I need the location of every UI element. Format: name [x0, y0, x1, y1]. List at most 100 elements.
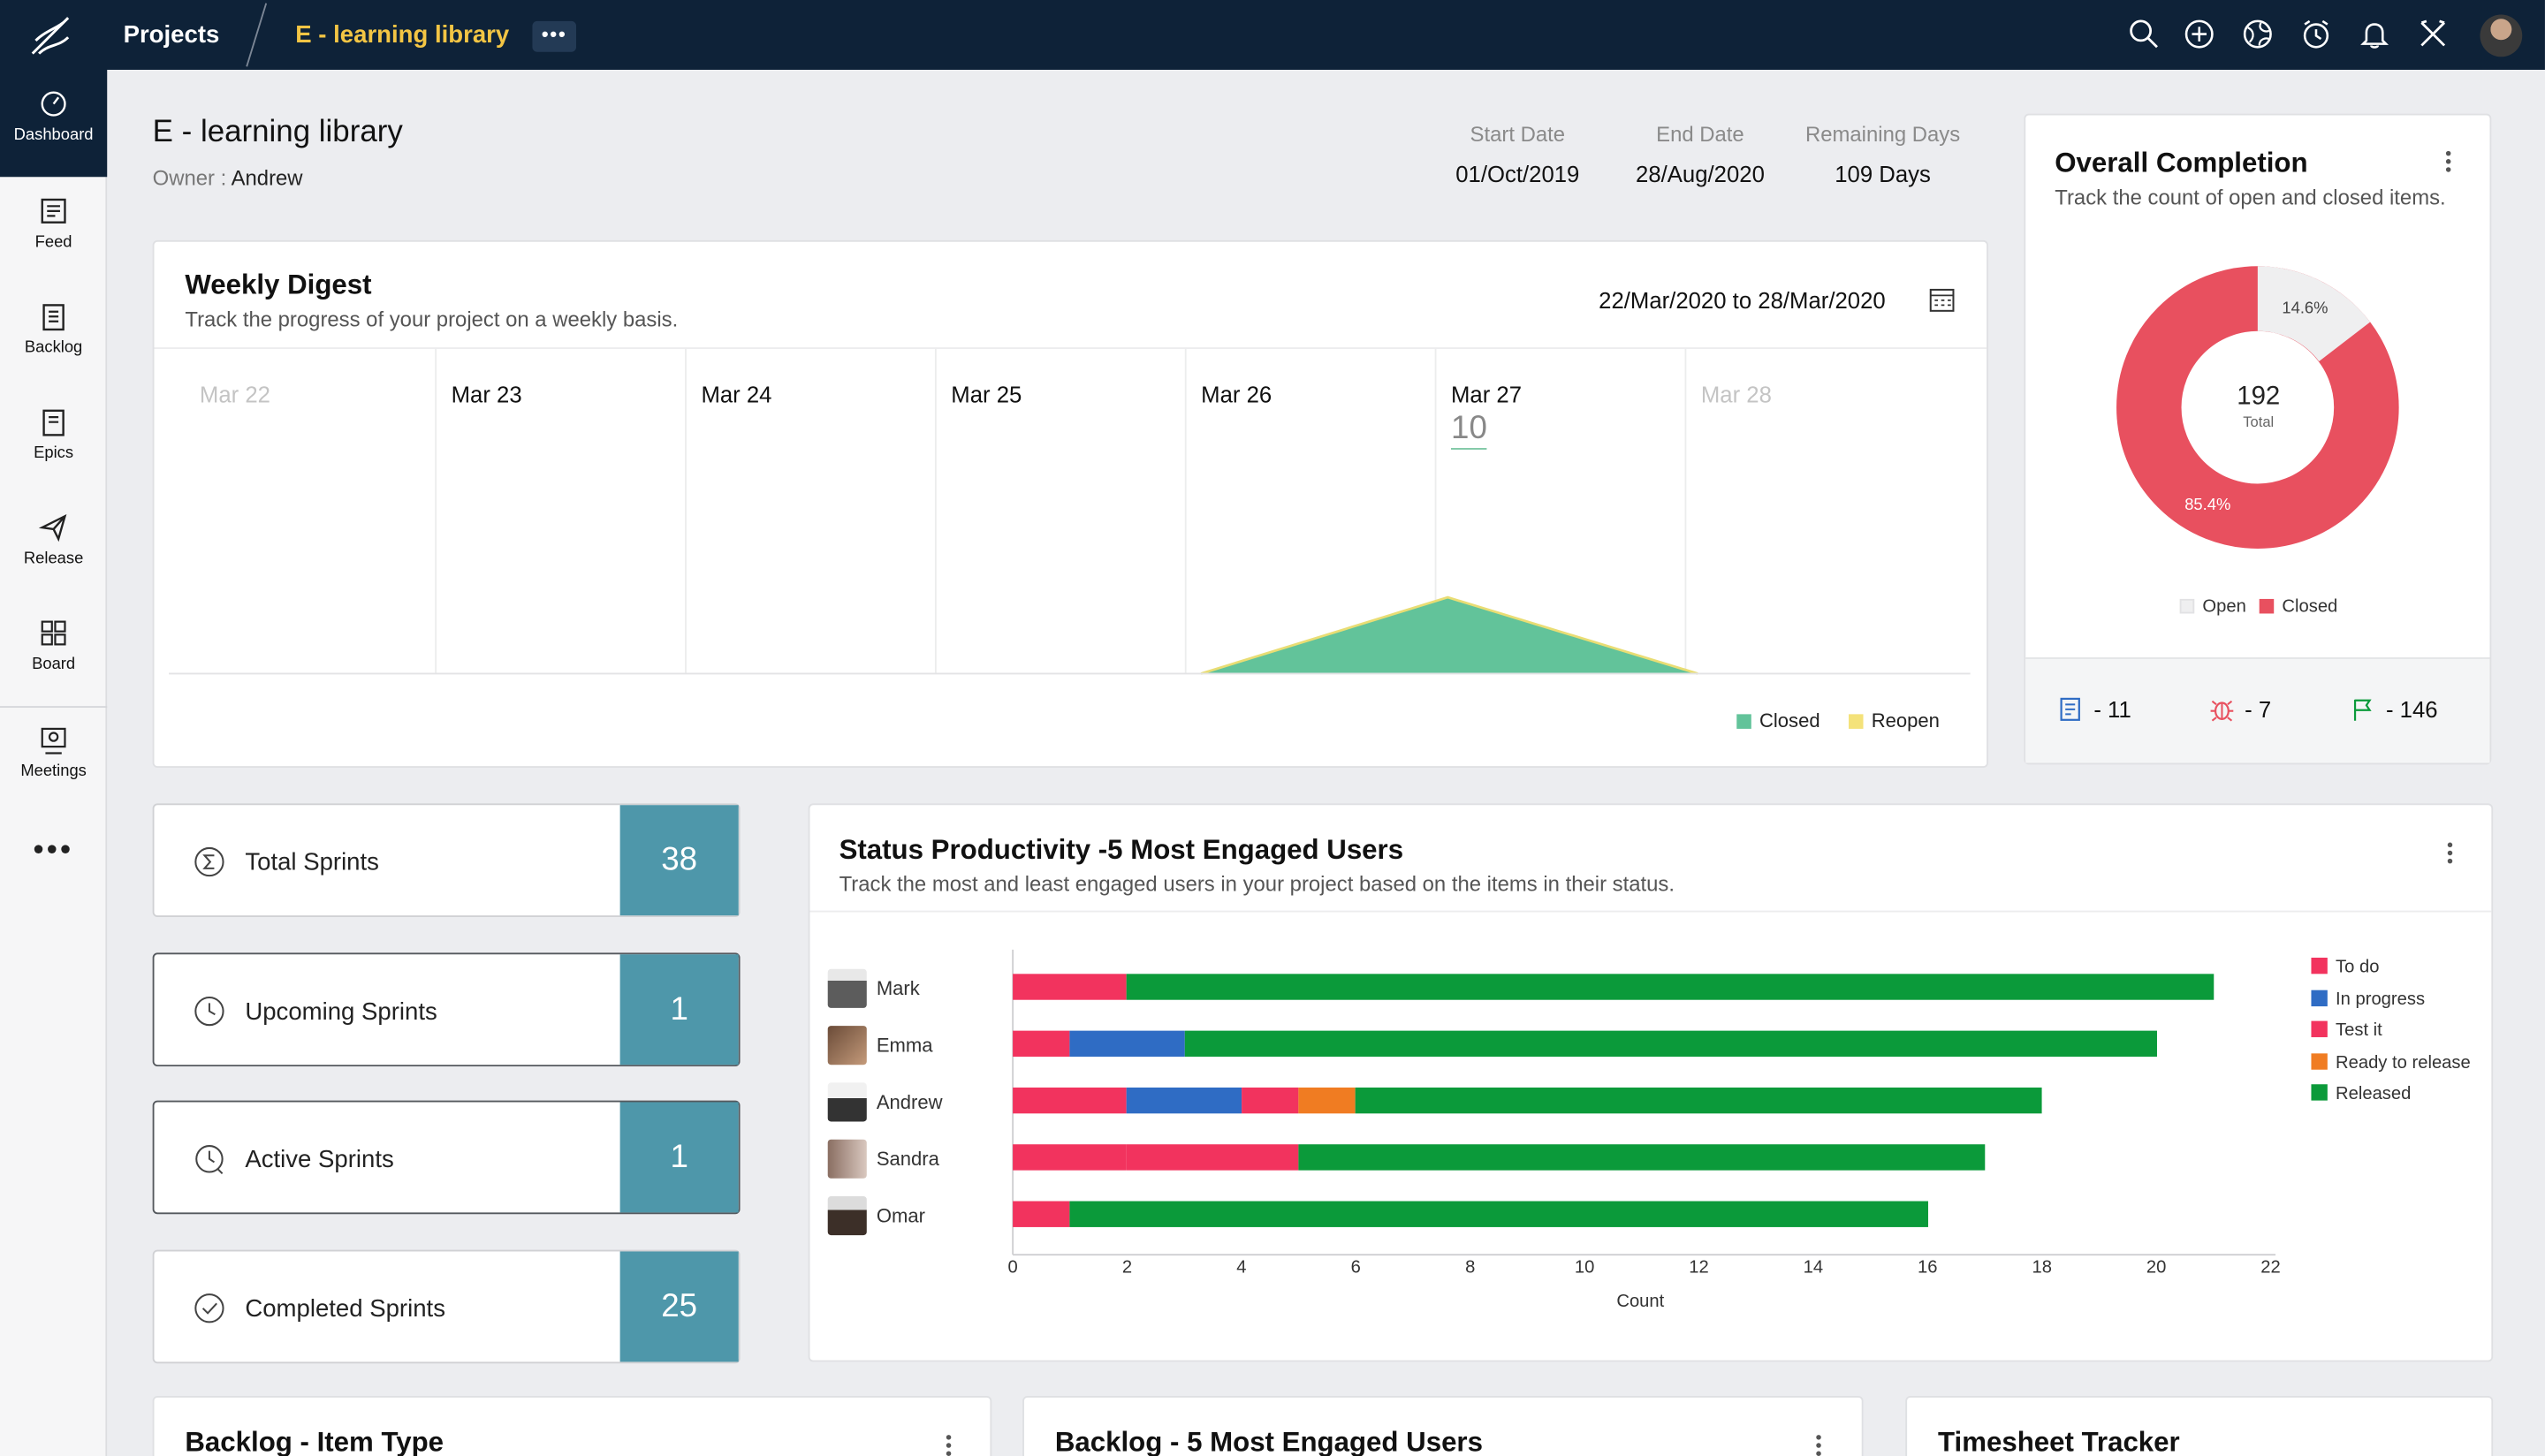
timer-icon[interactable] — [2300, 18, 2333, 50]
bar-segment-andrew-ready-to-release[interactable] — [1299, 1088, 1356, 1113]
sprint-label: Upcoming Sprints — [245, 998, 437, 1026]
sprint-card-upcoming[interactable]: Upcoming Sprints 1 — [153, 952, 741, 1066]
legend-open: Open — [2180, 597, 2246, 617]
range-to: 28/Mar/2020 — [1758, 287, 1885, 313]
bar-segment-andrew-released[interactable] — [1356, 1088, 2041, 1113]
bar-segment-andrew-to-do[interactable] — [1013, 1088, 1127, 1113]
legend-todo[interactable]: To do — [2311, 958, 2379, 977]
remaining-days-value: 109 Days — [1792, 161, 1974, 186]
milestone-count[interactable]: - 146 — [2386, 696, 2438, 722]
bug-count[interactable]: - 7 — [2245, 696, 2271, 722]
end-date-label: End Date — [1615, 122, 1786, 147]
bar-segment-emma-released[interactable] — [1184, 1031, 2156, 1057]
productivity-menu-icon[interactable] — [2448, 843, 2454, 866]
open-percent: 14.6% — [2282, 300, 2328, 318]
sidebar-item-meetings[interactable]: Meetings — [0, 706, 107, 813]
owner-name: Andrew — [232, 165, 303, 190]
sprint-card-completed[interactable]: Completed Sprints 25 — [153, 1250, 741, 1364]
project-more-button[interactable]: ••• — [532, 21, 576, 52]
legend-swatch — [2260, 599, 2275, 614]
donut-total: 192 — [2198, 383, 2320, 413]
sprint-card-active[interactable]: Active Sprints 1 — [153, 1101, 741, 1215]
projects-link[interactable]: Projects — [124, 21, 220, 49]
owner-label: Owner : — [153, 165, 232, 190]
sigma-icon — [194, 846, 226, 878]
sidebar-item-label: Backlog — [25, 339, 82, 357]
overall-completion-title: Overall Completion — [2055, 148, 2307, 180]
tools-icon[interactable] — [2417, 18, 2450, 50]
user-name: Andrew — [877, 1091, 943, 1114]
user-avatar[interactable] — [2480, 15, 2522, 57]
sidebar-item-label: Board — [32, 656, 75, 673]
bar-segment-emma-to-do[interactable] — [1013, 1031, 1070, 1057]
bar-segment-andrew-in-progress[interactable] — [1128, 1088, 1242, 1113]
globe-icon[interactable] — [2241, 18, 2274, 50]
legend-test-it[interactable]: Test it — [2311, 1021, 2382, 1041]
breadcrumb-current-project[interactable]: E - learning library — [295, 21, 509, 49]
sidebar-item-dashboard[interactable]: Dashboard — [0, 70, 107, 177]
legend-label: To do — [2336, 958, 2379, 977]
legend-swatch — [2311, 958, 2327, 974]
legend-swatch — [2311, 990, 2327, 1006]
bar-segment-emma-in-progress[interactable] — [1070, 1031, 1184, 1057]
user-avatar — [828, 1026, 867, 1065]
calendar-icon[interactable] — [1928, 285, 1956, 313]
sprint-label: Active Sprints — [245, 1146, 393, 1173]
milestone-flag-icon — [2351, 696, 2376, 722]
sidebar-item-epics[interactable]: Epics — [0, 388, 107, 495]
sprint-label: Completed Sprints — [245, 1295, 445, 1323]
board-icon — [37, 617, 70, 649]
bar-segment-mark-released[interactable] — [1128, 974, 2214, 999]
bar-segment-sandra-released[interactable] — [1299, 1144, 1985, 1170]
start-date: Start Date 01/Oct/2019 — [1428, 122, 1607, 186]
app-logo-icon[interactable] — [26, 11, 78, 60]
legend-released[interactable]: Released — [2311, 1084, 2411, 1103]
epics-icon — [37, 406, 70, 438]
x-tick-label: 20 — [2132, 1258, 2181, 1278]
backlog-users-menu-icon[interactable] — [1816, 1435, 1822, 1456]
legend-ready-to-release[interactable]: Ready to release — [2311, 1053, 2470, 1073]
bell-icon[interactable] — [2359, 18, 2391, 50]
task-icon — [2058, 696, 2084, 722]
sidebar-item-feed[interactable]: Feed — [0, 177, 107, 284]
backlog-users-title: Backlog - 5 Most Engaged Users — [1055, 1427, 1483, 1456]
bar-segment-sandra-to-do[interactable] — [1013, 1144, 1127, 1170]
completion-menu-icon[interactable] — [2446, 151, 2452, 174]
sprint-count: 1 — [620, 1102, 739, 1212]
sidebar: Dashboard Feed Backlog Epics Release Boa… — [0, 70, 107, 1456]
user-name: Mark — [877, 977, 920, 1000]
sidebar-item-release[interactable]: Release — [0, 494, 107, 601]
range-from: 22/Mar/2020 — [1599, 287, 1726, 313]
legend-label: Released — [2336, 1084, 2411, 1103]
bar-segment-sandra-test-it[interactable] — [1128, 1144, 1299, 1170]
sidebar-item-board[interactable]: Board — [0, 599, 107, 706]
legend-in-progress[interactable]: In progress — [2311, 990, 2425, 1010]
x-tick-label: 6 — [1332, 1258, 1380, 1278]
sidebar-more-button[interactable]: ••• — [0, 832, 107, 867]
legend-label: Closed — [1759, 709, 1820, 732]
sidebar-item-label: Feed — [35, 234, 72, 252]
search-icon[interactable] — [2128, 18, 2161, 50]
x-tick-label: 22 — [2246, 1258, 2295, 1278]
legend-swatch — [2311, 1053, 2327, 1069]
bar-segment-mark-to-do[interactable] — [1013, 974, 1127, 999]
add-icon[interactable] — [2183, 18, 2215, 50]
bar-segment-andrew-test-it[interactable] — [1242, 1088, 1299, 1113]
x-tick-label: 2 — [1103, 1258, 1151, 1278]
x-tick-label: 8 — [1446, 1258, 1494, 1278]
sprint-card-total[interactable]: Total Sprints 38 — [153, 803, 741, 917]
range-to-word: to — [1733, 287, 1751, 313]
legend-swatch — [2180, 599, 2195, 614]
active-clock-icon — [194, 1142, 226, 1175]
task-count[interactable]: - 11 — [2093, 696, 2131, 722]
bar-segment-omar-to-do[interactable] — [1013, 1202, 1070, 1227]
end-date-value: 28/Aug/2020 — [1615, 161, 1786, 186]
legend-label: In progress — [2336, 990, 2425, 1010]
sidebar-item-backlog[interactable]: Backlog — [0, 283, 107, 390]
date-range[interactable]: 22/Mar/2020 to 28/Mar/2020 — [1599, 287, 1886, 313]
user-avatar — [828, 1082, 867, 1121]
legend-closed: Closed — [1736, 709, 1819, 732]
backlog-type-menu-icon[interactable] — [946, 1435, 953, 1456]
meetings-icon — [37, 724, 70, 756]
bar-segment-omar-released[interactable] — [1070, 1202, 1928, 1227]
